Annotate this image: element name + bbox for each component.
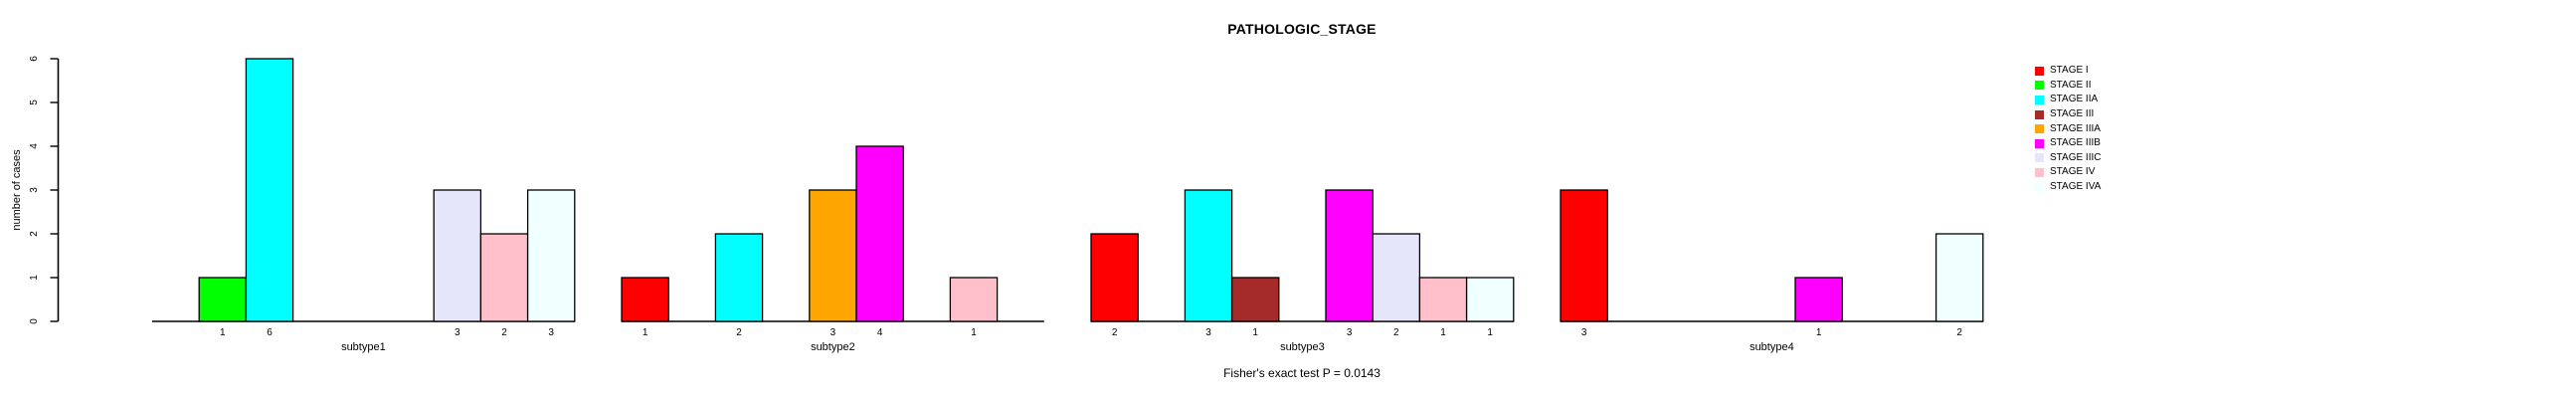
bar — [1560, 189, 1608, 322]
bar-value-label: 2 — [1393, 327, 1399, 338]
y-tick-label: 4 — [29, 143, 40, 149]
y-tick-label: 0 — [29, 318, 40, 324]
legend-label: STAGE IVA — [2050, 181, 2102, 193]
bar-value-label: 1 — [1252, 327, 1258, 338]
legend-item: STAGE III — [2035, 107, 2102, 122]
legend-swatch — [2035, 81, 2044, 91]
chart-title: PATHOLOGIC_STAGE — [1227, 21, 1377, 37]
bar — [198, 277, 248, 322]
legend-label: STAGE II — [2050, 79, 2092, 91]
bar — [245, 58, 294, 322]
bar-value-label: 3 — [830, 327, 836, 338]
bar-value-label: 1 — [971, 327, 977, 338]
fisher-test-note: Fisher's exact test P = 0.0143 — [1223, 366, 1380, 380]
legend-item: STAGE II — [2035, 79, 2102, 94]
legend-swatch — [2035, 167, 2044, 177]
legend-item: STAGE IIA — [2035, 93, 2102, 107]
legend-swatch — [2035, 124, 2044, 134]
category-label: subtype1 — [341, 341, 386, 353]
bar — [1230, 277, 1280, 322]
bar-value-label: 3 — [1347, 327, 1353, 338]
legend-label: STAGE IIIB — [2050, 137, 2101, 149]
legend-label: STAGE III — [2050, 108, 2095, 120]
legend-label: STAGE IIIC — [2050, 151, 2102, 163]
bar-value-label: 1 — [1816, 327, 1822, 338]
bar-value-label: 1 — [1440, 327, 1446, 338]
bar-value-label: 6 — [267, 327, 273, 338]
bar-value-label: 2 — [736, 327, 742, 338]
legend-item: STAGE IVA — [2035, 180, 2102, 195]
bar — [1184, 189, 1233, 322]
legend-swatch — [2035, 153, 2044, 163]
legend-swatch — [2035, 182, 2044, 192]
legend-label: STAGE IIIA — [2050, 122, 2101, 134]
bar-value-label: 3 — [455, 327, 460, 338]
bar — [621, 277, 669, 322]
bar — [1090, 233, 1139, 322]
bar-value-label: 1 — [643, 327, 648, 338]
bar — [479, 233, 529, 322]
bar-value-label: 2 — [1956, 327, 1962, 338]
legend-item: STAGE I — [2035, 64, 2102, 79]
bar — [1372, 233, 1421, 322]
category-label: subtype2 — [811, 341, 855, 353]
y-tick-label: 3 — [29, 187, 40, 193]
legend-label: STAGE IIA — [2050, 94, 2099, 105]
bar — [1465, 277, 1515, 322]
category-label: subtype4 — [1749, 341, 1794, 353]
bar-value-label: 3 — [1581, 327, 1587, 338]
bar — [1325, 189, 1374, 322]
legend-swatch — [2035, 66, 2044, 76]
bar — [1934, 233, 1984, 322]
bar — [1418, 277, 1468, 322]
bar — [433, 189, 482, 322]
bar-value-label: 1 — [220, 327, 226, 338]
bar-value-label: 3 — [548, 327, 554, 338]
category-label: subtype3 — [1280, 341, 1325, 353]
y-tick-label: 2 — [29, 231, 40, 237]
legend-label: STAGE IV — [2050, 166, 2096, 178]
bar-value-label: 2 — [1112, 327, 1118, 338]
y-tick-label: 5 — [29, 100, 40, 105]
bar — [949, 277, 999, 322]
legend-swatch — [2035, 109, 2044, 119]
bar-value-label: 2 — [501, 327, 507, 338]
bar — [526, 189, 576, 322]
y-tick-label: 1 — [29, 275, 40, 281]
y-tick-label: 6 — [29, 56, 40, 62]
legend-swatch — [2035, 138, 2044, 148]
legend-item: STAGE IIIB — [2035, 136, 2102, 151]
legend-item: STAGE IIIA — [2035, 121, 2102, 136]
bar — [809, 189, 857, 322]
legend-swatch — [2035, 95, 2044, 104]
bar-value-label: 1 — [1487, 327, 1493, 338]
legend-item: STAGE IV — [2035, 165, 2102, 180]
legend-label: STAGE I — [2050, 65, 2089, 77]
bar — [714, 233, 764, 322]
bar — [855, 145, 904, 322]
legend: STAGE I STAGE II STAGE IIA STAGE III STAGE I… — [2035, 64, 2102, 194]
bar-value-label: 4 — [877, 327, 883, 338]
bar — [1794, 277, 1843, 322]
bar-value-label: 3 — [1205, 327, 1211, 338]
legend-item: STAGE IIIC — [2035, 151, 2102, 166]
